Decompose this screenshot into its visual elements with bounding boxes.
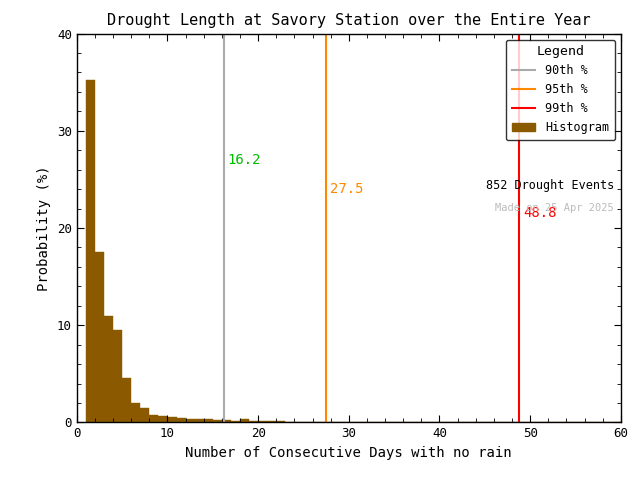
Bar: [186, 419, 195, 422]
Title: Drought Length at Savory Station over the Entire Year: Drought Length at Savory Station over th…: [107, 13, 591, 28]
Legend: 90th %, 95th %, 99th %, Histogram: 90th %, 95th %, 99th %, Histogram: [506, 39, 615, 140]
Bar: [240, 419, 249, 422]
Bar: [222, 420, 231, 422]
Bar: [140, 408, 149, 422]
Bar: [149, 415, 158, 422]
Bar: [276, 421, 285, 422]
Bar: [104, 316, 113, 422]
Bar: [249, 421, 258, 422]
Text: 27.5: 27.5: [330, 182, 364, 196]
Bar: [122, 378, 131, 422]
Bar: [168, 417, 177, 422]
Bar: [204, 420, 212, 422]
Bar: [131, 403, 140, 422]
Bar: [158, 416, 168, 422]
Y-axis label: Probability (%): Probability (%): [37, 165, 51, 291]
Bar: [231, 421, 240, 422]
Text: 48.8: 48.8: [523, 206, 556, 220]
Text: 16.2: 16.2: [227, 153, 261, 167]
Bar: [268, 421, 276, 422]
Bar: [212, 420, 222, 422]
Bar: [195, 420, 204, 422]
X-axis label: Number of Consecutive Days with no rain: Number of Consecutive Days with no rain: [186, 446, 512, 460]
Text: Made on 25 Apr 2025: Made on 25 Apr 2025: [495, 203, 614, 213]
Bar: [177, 418, 186, 422]
Text: 852 Drought Events: 852 Drought Events: [486, 180, 614, 192]
Bar: [113, 330, 122, 422]
Bar: [258, 421, 268, 422]
Bar: [86, 80, 95, 422]
Bar: [95, 252, 104, 422]
Bar: [294, 421, 303, 422]
Bar: [285, 421, 294, 422]
